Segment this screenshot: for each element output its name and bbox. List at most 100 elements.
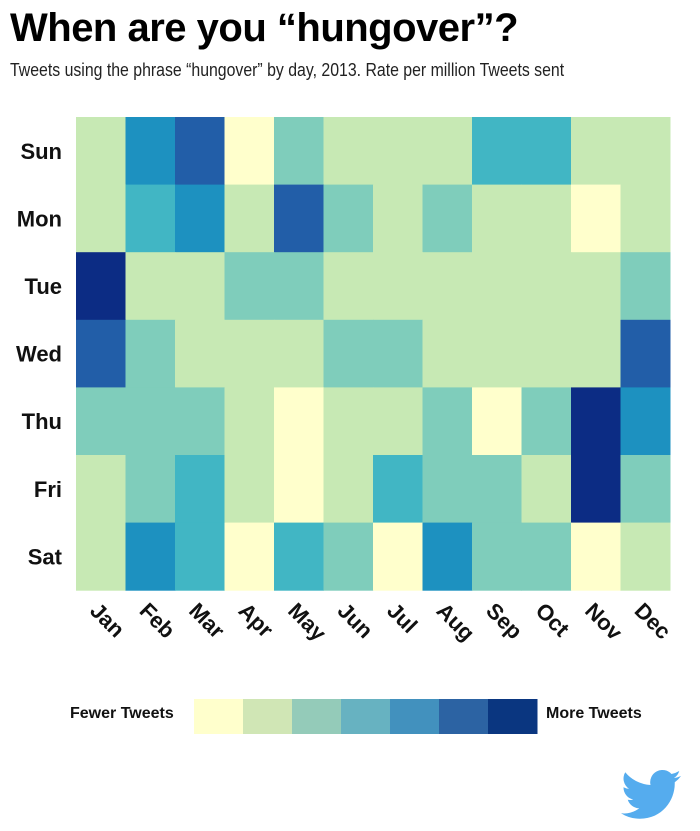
heatmap-cell bbox=[323, 117, 374, 186]
column-label: Dec bbox=[630, 598, 676, 644]
heatmap-cell bbox=[224, 252, 275, 321]
heatmap-cell bbox=[620, 184, 671, 253]
heatmap-cell bbox=[175, 184, 225, 253]
heatmap-cell bbox=[224, 184, 275, 253]
heatmap-cell bbox=[571, 252, 621, 321]
heatmap-cell bbox=[422, 455, 473, 524]
column-label: Feb bbox=[135, 598, 180, 643]
legend-swatch bbox=[243, 699, 293, 734]
heatmap-cell bbox=[620, 522, 671, 591]
heatmap-cell bbox=[125, 522, 176, 591]
heatmap-cell bbox=[620, 387, 671, 456]
heatmap-cell bbox=[274, 522, 324, 591]
column-label: Nov bbox=[580, 598, 628, 646]
heatmap-cell bbox=[571, 522, 621, 591]
heatmap-cell bbox=[472, 117, 522, 186]
legend-swatch bbox=[292, 699, 342, 734]
heatmap-cell bbox=[224, 319, 275, 388]
heatmap-cell bbox=[274, 455, 324, 524]
heatmap-cell bbox=[125, 252, 176, 321]
column-label: Jan bbox=[85, 598, 129, 642]
heatmap-cell bbox=[125, 184, 176, 253]
heatmap-cell bbox=[224, 117, 275, 186]
heatmap-cell bbox=[175, 522, 225, 591]
heatmap-cell bbox=[373, 319, 423, 388]
legend-high-label: More Tweets bbox=[546, 705, 642, 722]
heatmap-cell bbox=[422, 522, 473, 591]
heatmap-cell bbox=[373, 455, 423, 524]
heatmap-cell bbox=[76, 319, 126, 388]
column-label: Jun bbox=[333, 598, 378, 643]
heatmap-cell bbox=[521, 522, 572, 591]
heatmap-cell bbox=[472, 455, 522, 524]
legend-swatch bbox=[488, 699, 538, 734]
heatmap-cell bbox=[620, 455, 671, 524]
heatmap-cell bbox=[224, 455, 275, 524]
legend-swatch bbox=[439, 699, 489, 734]
heatmap-cell bbox=[175, 252, 225, 321]
heatmap-cell bbox=[323, 184, 374, 253]
column-label: Apr bbox=[234, 598, 279, 643]
heatmap-cell bbox=[373, 387, 423, 456]
heatmap-cell bbox=[125, 455, 176, 524]
column-label: Mar bbox=[184, 598, 230, 644]
row-label: Wed bbox=[16, 342, 62, 367]
heatmap-cell bbox=[323, 455, 374, 524]
heatmap-cell bbox=[521, 387, 572, 456]
row-label: Sun bbox=[20, 139, 62, 164]
heatmap-cell bbox=[571, 184, 621, 253]
heatmap-cell bbox=[76, 117, 126, 186]
heatmap-cell bbox=[125, 387, 176, 456]
legend-swatch bbox=[194, 699, 244, 734]
column-label: May bbox=[283, 598, 331, 646]
heatmap-cell bbox=[521, 252, 572, 321]
heatmap-cell bbox=[521, 455, 572, 524]
heatmap-cell bbox=[175, 455, 225, 524]
heatmap-cell bbox=[422, 387, 473, 456]
heatmap-cell bbox=[373, 117, 423, 186]
heatmap-cell bbox=[422, 252, 473, 321]
heatmap-cell bbox=[76, 387, 126, 456]
heatmap-cell bbox=[323, 522, 374, 591]
heatmap-cell bbox=[472, 522, 522, 591]
heatmap-cell bbox=[76, 184, 126, 253]
heatmap-cell bbox=[373, 184, 423, 253]
heatmap-cell bbox=[175, 319, 225, 388]
column-label: Jul bbox=[382, 598, 422, 638]
heatmap-cell bbox=[472, 184, 522, 253]
heatmap-cell bbox=[76, 455, 126, 524]
chart-subtitle: Tweets using the phrase “hungover” by da… bbox=[10, 60, 565, 80]
chart-title: When are you “hungover”? bbox=[10, 6, 519, 50]
heatmap-cell bbox=[472, 387, 522, 456]
twitter-bird-icon bbox=[620, 769, 682, 825]
heatmap-cell bbox=[274, 252, 324, 321]
heatmap-cell bbox=[620, 319, 671, 388]
heatmap-cell bbox=[274, 387, 324, 456]
heatmap-cell bbox=[373, 252, 423, 321]
heatmap-cell bbox=[571, 455, 621, 524]
heatmap-cell bbox=[422, 184, 473, 253]
heatmap-cell bbox=[620, 252, 671, 321]
heatmap-cell bbox=[422, 319, 473, 388]
row-label: Sat bbox=[28, 544, 63, 569]
row-label: Thu bbox=[22, 409, 62, 434]
heatmap-cell bbox=[125, 117, 176, 186]
row-label: Mon bbox=[17, 206, 62, 231]
legend-swatch bbox=[341, 699, 391, 734]
heatmap-cell bbox=[76, 252, 126, 321]
column-label: Oct bbox=[531, 598, 575, 642]
heatmap-cell bbox=[274, 319, 324, 388]
heatmap-cell bbox=[422, 117, 473, 186]
heatmap-cell bbox=[620, 117, 671, 186]
heatmap-cell bbox=[125, 319, 176, 388]
heatmap-cell bbox=[571, 117, 621, 186]
heatmap-cell bbox=[175, 117, 225, 186]
heatmap-cell bbox=[472, 252, 522, 321]
legend-low-label: Fewer Tweets bbox=[70, 705, 174, 722]
heatmap-cell bbox=[323, 319, 374, 388]
heatmap-cell bbox=[521, 184, 572, 253]
heatmap-cell bbox=[571, 387, 621, 456]
heatmap-cell bbox=[274, 184, 324, 253]
row-label: Fri bbox=[34, 477, 62, 502]
